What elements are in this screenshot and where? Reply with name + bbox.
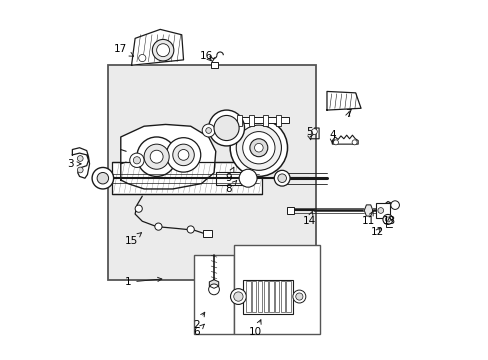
Text: 17: 17: [114, 44, 133, 56]
Text: 4: 4: [328, 130, 335, 143]
Circle shape: [187, 226, 194, 233]
Circle shape: [156, 44, 169, 57]
Circle shape: [166, 138, 201, 172]
Circle shape: [214, 116, 239, 140]
Circle shape: [178, 149, 188, 160]
Text: 11: 11: [361, 211, 374, 226]
Circle shape: [172, 144, 194, 166]
Circle shape: [92, 167, 113, 189]
Circle shape: [390, 201, 399, 210]
Circle shape: [295, 293, 303, 300]
Bar: [269, 281, 273, 312]
Circle shape: [77, 167, 83, 173]
Bar: [375, 203, 389, 218]
Bar: [108, 65, 316, 280]
Text: 15: 15: [124, 233, 141, 246]
Circle shape: [239, 169, 257, 187]
Text: 10: 10: [248, 320, 261, 337]
Bar: [215, 172, 247, 185]
Text: 8: 8: [224, 181, 236, 194]
Text: 13: 13: [382, 216, 396, 226]
Circle shape: [137, 137, 176, 176]
Circle shape: [351, 140, 356, 145]
Text: 3: 3: [67, 159, 81, 169]
Text: 5: 5: [305, 127, 312, 140]
Circle shape: [230, 119, 287, 176]
Circle shape: [333, 140, 338, 145]
Circle shape: [274, 170, 289, 186]
Polygon shape: [209, 280, 218, 288]
Text: 16: 16: [200, 51, 213, 61]
Polygon shape: [131, 30, 183, 65]
Polygon shape: [326, 91, 360, 110]
Text: 12: 12: [370, 227, 383, 237]
Polygon shape: [364, 205, 372, 216]
Text: 9: 9: [224, 167, 233, 183]
Circle shape: [129, 153, 144, 167]
Bar: [276, 116, 281, 126]
Bar: [257, 281, 262, 312]
Circle shape: [233, 292, 243, 301]
Circle shape: [236, 125, 281, 170]
Circle shape: [144, 144, 169, 169]
Bar: [263, 281, 267, 312]
Circle shape: [208, 284, 219, 295]
Circle shape: [208, 110, 244, 146]
Circle shape: [202, 124, 215, 137]
Bar: [112, 162, 262, 194]
Text: 2: 2: [192, 312, 204, 330]
Bar: [236, 116, 241, 126]
Bar: [286, 281, 290, 312]
Polygon shape: [72, 148, 89, 178]
Circle shape: [254, 143, 263, 152]
Circle shape: [292, 290, 305, 303]
Circle shape: [97, 172, 108, 184]
Circle shape: [242, 132, 274, 164]
Circle shape: [133, 157, 140, 164]
Circle shape: [150, 150, 163, 163]
Bar: [203, 230, 212, 237]
Circle shape: [155, 223, 162, 230]
Circle shape: [135, 205, 142, 212]
Bar: [262, 116, 267, 126]
Circle shape: [152, 40, 174, 61]
Circle shape: [249, 139, 267, 157]
Bar: [228, 117, 289, 123]
Circle shape: [311, 129, 317, 134]
Text: 1: 1: [124, 277, 162, 287]
Bar: [233, 244, 319, 334]
Polygon shape: [121, 125, 215, 189]
Bar: [274, 281, 279, 312]
Circle shape: [230, 289, 246, 305]
Circle shape: [205, 128, 211, 134]
Circle shape: [139, 54, 145, 62]
Circle shape: [77, 156, 83, 161]
Text: 14: 14: [302, 211, 315, 226]
Bar: [211, 62, 217, 68]
Bar: [194, 255, 233, 334]
Bar: [286, 207, 293, 214]
Bar: [249, 116, 254, 126]
Circle shape: [277, 174, 286, 183]
Polygon shape: [332, 135, 357, 144]
Bar: [251, 281, 256, 312]
Circle shape: [385, 217, 389, 222]
Text: 6: 6: [192, 324, 204, 337]
Circle shape: [377, 208, 383, 213]
Circle shape: [382, 215, 392, 225]
Bar: [242, 279, 292, 314]
Bar: [280, 281, 285, 312]
Bar: [246, 281, 250, 312]
Text: 7: 7: [345, 109, 351, 119]
